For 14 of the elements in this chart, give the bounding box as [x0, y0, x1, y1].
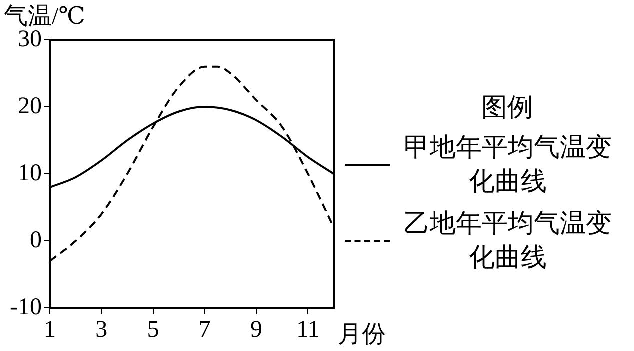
legend-label: 乙地年平均气温变化曲线 — [403, 208, 613, 274]
x-tick-label: 5 — [147, 316, 160, 343]
x-tick-label: 9 — [250, 316, 263, 343]
y-tick-label: 10 — [18, 160, 42, 186]
legend-label: 甲地年平均气温变化曲线 — [403, 132, 613, 198]
y-tick-label: 20 — [18, 93, 42, 120]
x-tick-label: 1 — [44, 316, 56, 343]
x-axis-title: 月份 — [338, 321, 386, 350]
legend-title: 图例 — [480, 92, 534, 124]
y-tick-label: 0 — [30, 227, 42, 254]
x-tick-label: 11 — [296, 316, 320, 343]
y-tick-label: -10 — [10, 294, 42, 320]
x-tick-label: 7 — [198, 316, 211, 343]
x-tick-label: 3 — [96, 316, 108, 343]
